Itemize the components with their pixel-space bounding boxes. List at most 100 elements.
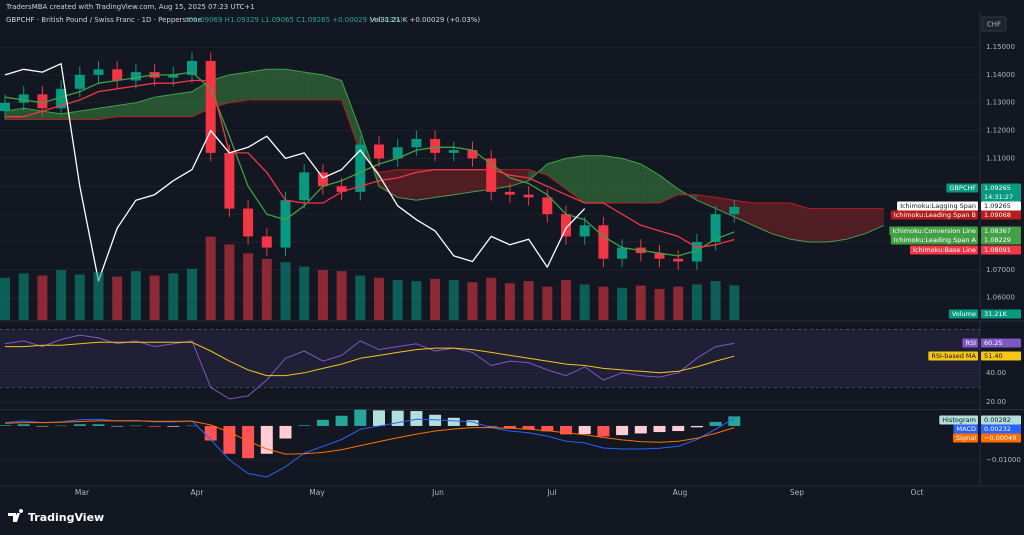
y-tick-label: 20.00 xyxy=(986,398,1006,406)
histogram-bar xyxy=(728,416,741,426)
cloud-fill xyxy=(827,208,847,243)
x-tick-label: Jul xyxy=(546,488,556,497)
histogram-bar xyxy=(17,424,30,426)
chart-title: TradersMBA created with TradingView.com,… xyxy=(5,3,255,11)
y-tick-label: 1.13000 xyxy=(986,99,1015,107)
volume-bar xyxy=(355,275,366,320)
volume-bar xyxy=(168,273,179,320)
rsi-line xyxy=(5,341,735,377)
badge-value: 1.09265 xyxy=(984,184,1011,192)
badge-name: Ichimoku:Conversion Line xyxy=(892,227,976,235)
volume-bar xyxy=(18,273,29,320)
volume-bar xyxy=(93,272,104,320)
x-tick-label: May xyxy=(309,488,325,497)
histogram-bar xyxy=(36,425,49,427)
histogram-bar xyxy=(148,425,161,427)
badge-value-bg xyxy=(981,415,1021,425)
volume-bar xyxy=(37,275,48,320)
badge-countdown: 14:31:27 xyxy=(984,193,1013,201)
brand-name: TradingView xyxy=(28,511,104,524)
volume-bar xyxy=(411,281,422,320)
badge-value-bg xyxy=(981,235,1021,245)
cloud-fill xyxy=(790,203,810,243)
candle-body xyxy=(673,258,684,262)
histogram-bar xyxy=(167,425,180,427)
cloud-fill xyxy=(846,208,866,240)
histogram-bar xyxy=(503,425,516,429)
badge-name-bg xyxy=(928,351,978,361)
currency-label[interactable]: CHF xyxy=(987,21,1001,29)
badge-name: Histogram xyxy=(942,416,976,424)
badge-value-bg xyxy=(981,201,1021,211)
currency-button[interactable] xyxy=(981,16,1007,32)
cloud-fill xyxy=(435,169,454,198)
histogram-bar xyxy=(223,425,236,454)
histogram-bar xyxy=(242,425,255,459)
histogram-bar xyxy=(690,425,703,428)
candle-body xyxy=(467,150,478,159)
volume-bar xyxy=(729,285,740,320)
x-tick-label: Jun xyxy=(431,488,444,497)
volume-bar xyxy=(336,271,347,320)
candle-body xyxy=(130,72,141,81)
volume-bar xyxy=(561,280,571,320)
volume-bar xyxy=(635,285,646,320)
badge-value: 1.08367 xyxy=(984,227,1011,235)
volume-bar xyxy=(130,271,141,320)
badge-value: −0.00049 xyxy=(984,434,1016,442)
badge-value: 1.08229 xyxy=(984,236,1011,244)
y-tick-label: 1.12000 xyxy=(986,127,1015,135)
badge-value-bg xyxy=(981,309,1021,319)
volume-bar xyxy=(710,281,721,320)
badge-name-bg xyxy=(890,210,978,220)
badge-name: RSI xyxy=(965,339,976,347)
y-tick-label: 1.11000 xyxy=(986,154,1015,162)
cloud-fill xyxy=(509,169,529,187)
histogram-bar xyxy=(373,410,385,426)
candle-body xyxy=(504,191,515,195)
histogram-bar xyxy=(466,420,479,426)
badge-value-bg xyxy=(981,183,1021,202)
volume-bar xyxy=(617,287,628,320)
histogram-bar xyxy=(0,425,11,426)
cloud-fill xyxy=(753,203,772,234)
cloud-fill xyxy=(304,72,323,100)
candle-body xyxy=(56,88,67,109)
badge-name-bg xyxy=(939,415,978,425)
histogram-bar xyxy=(129,425,142,427)
badge-value: 60.25 xyxy=(984,339,1003,347)
badge-name: Ichimoku:Base Line xyxy=(913,246,976,254)
histogram-bar xyxy=(410,411,423,426)
badge-value: 31.21K xyxy=(984,310,1008,318)
cloud-fill xyxy=(285,69,305,100)
volume-bar xyxy=(673,286,684,320)
candle-body xyxy=(280,200,291,248)
badge-name-bg xyxy=(962,338,978,348)
symbol-description: GBPCHF · British Pound / Swiss Franc · 1… xyxy=(6,16,202,24)
badge-name-bg xyxy=(953,424,978,434)
candle-body xyxy=(523,194,534,198)
badge-name-bg xyxy=(889,226,978,236)
volume-bar xyxy=(56,270,67,320)
candle-body xyxy=(299,172,310,201)
badge-value-bg xyxy=(981,226,1021,236)
volume-bar xyxy=(654,288,665,320)
candle-body xyxy=(112,69,123,81)
x-tick-label: Aug xyxy=(673,488,688,497)
candle-body xyxy=(654,253,665,259)
x-tick-label: Apr xyxy=(191,488,205,497)
candle-body xyxy=(729,206,740,215)
histogram-bar xyxy=(111,425,124,427)
badge-value-bg xyxy=(981,245,1021,255)
histogram-bar xyxy=(672,425,685,432)
histogram-bar xyxy=(298,425,311,426)
badge-value: 51.40 xyxy=(984,352,1003,360)
indicator-line xyxy=(5,79,735,249)
histogram-bar xyxy=(541,425,554,432)
leading-span-a xyxy=(4,68,885,243)
badge-name: RSI-based MA xyxy=(931,352,976,360)
histogram-bar xyxy=(92,424,105,426)
cloud-fill xyxy=(173,91,192,117)
candle-body xyxy=(430,138,441,153)
